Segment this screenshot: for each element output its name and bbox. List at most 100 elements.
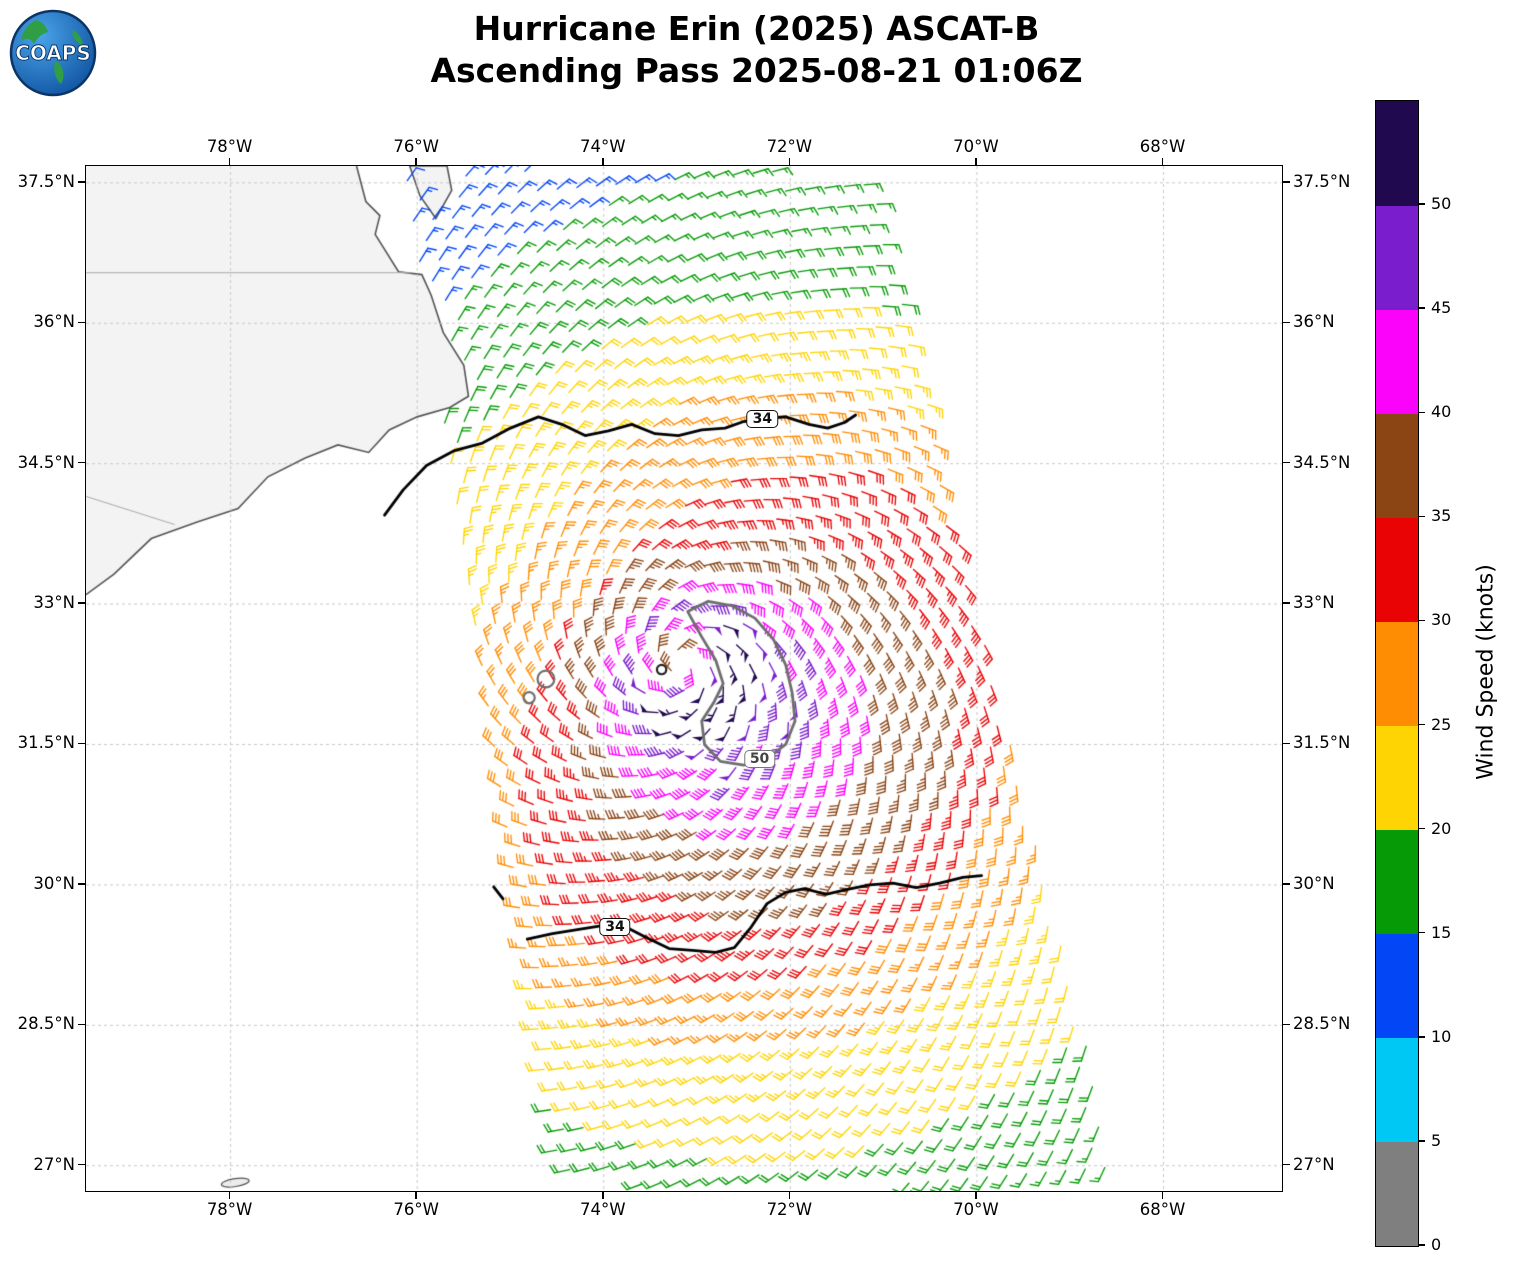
colorbar-tick-mark [1419, 827, 1425, 830]
colorbar [1375, 100, 1419, 1247]
colorbar-tick-mark [1419, 307, 1425, 309]
colorbar-segment [1376, 413, 1418, 518]
lon-tick-mark-bottom [1161, 1192, 1164, 1199]
colorbar-tick-label: 45 [1431, 298, 1452, 318]
lat-tick-mark-right [1283, 1023, 1290, 1026]
title-line-2: Ascending Pass 2025-08-21 01:06Z [430, 51, 1083, 90]
colorbar-tick-mark [1419, 203, 1425, 205]
lon-tick-label-top: 70°W [953, 137, 999, 156]
colorbar-tick-mark [1419, 1244, 1425, 1246]
lat-tick-label-right: 28.5°N [1293, 1014, 1351, 1034]
lat-tick-label-left: 36°N [33, 312, 75, 332]
contour-label-34: 34 [746, 409, 779, 428]
lon-tick-label-top: 74°W [579, 137, 626, 156]
colorbar-tick-label: 30 [1431, 610, 1452, 630]
colorbar-segment [1376, 205, 1418, 310]
lon-tick-mark-top [602, 158, 604, 165]
colorbar-axis-label: Wind Speed (knots) [1473, 564, 1499, 780]
title-line-1: Hurricane Erin (2025) ASCAT-B [473, 9, 1040, 48]
lat-tick-mark-left [78, 321, 85, 323]
lat-tick-mark-right [1283, 883, 1290, 885]
lat-tick-label-right: 34.5°N [1293, 452, 1351, 472]
colorbar-segment [1376, 309, 1418, 414]
colorbar-segment [1376, 1037, 1418, 1143]
lon-tick-mark-top [1161, 158, 1164, 165]
lon-tick-label-top: 72°W [766, 137, 813, 156]
colorbar-tick-mark [1419, 1140, 1425, 1142]
lat-tick-mark-left [78, 742, 85, 745]
lon-tick-mark-bottom [788, 1192, 791, 1199]
lon-tick-mark-bottom [975, 1192, 977, 1199]
lat-tick-mark-left [78, 181, 85, 183]
lat-tick-mark-right [1283, 1163, 1290, 1166]
colorbar-tick-label: 40 [1431, 402, 1452, 422]
coaps-logo: COAPS [9, 9, 97, 97]
lon-tick-mark-bottom [228, 1192, 231, 1199]
lat-tick-label-left: 31.5°N [17, 733, 75, 753]
colorbar-tick-mark [1419, 515, 1425, 518]
lat-tick-mark-right [1283, 321, 1290, 323]
lon-tick-label-bottom: 78°W [206, 1200, 253, 1219]
map-canvas [86, 166, 1282, 1191]
lat-tick-mark-left [78, 883, 85, 885]
lat-tick-label-right: 37.5°N [1293, 171, 1351, 191]
globe-continent-south [54, 62, 64, 84]
lat-tick-label-left: 33°N [33, 593, 75, 613]
contour-label-50: 50 [743, 749, 776, 768]
lon-tick-label-top: 68°W [1139, 137, 1186, 156]
logo-text: COAPS [15, 41, 91, 65]
lat-tick-label-right: 36°N [1293, 312, 1335, 332]
colorbar-segment [1376, 933, 1418, 1039]
lat-tick-mark-right [1283, 602, 1290, 604]
lat-tick-label-right: 30°N [1293, 873, 1335, 893]
lat-tick-label-left: 37.5°N [17, 171, 75, 191]
figure-title: Hurricane Erin (2025) ASCAT-B Ascending … [0, 8, 1513, 92]
lon-tick-mark-top [228, 158, 231, 165]
lat-tick-mark-left [78, 602, 85, 604]
colorbar-tick-label: 10 [1431, 1026, 1452, 1046]
lat-tick-label-left: 34.5°N [17, 452, 75, 472]
lat-tick-label-left: 30°N [33, 873, 75, 893]
colorbar-tick-label: 0 [1431, 1235, 1442, 1254]
lon-tick-mark-top [788, 158, 791, 165]
colorbar-tick-label: 50 [1431, 194, 1452, 214]
colorbar-tick-mark [1419, 931, 1425, 934]
colorbar-tick-mark [1419, 1036, 1425, 1038]
lon-tick-mark-top [415, 158, 417, 165]
colorbar-segment [1376, 101, 1418, 206]
globe-continent-east [72, 30, 83, 47]
globe-continent-north [21, 20, 48, 44]
lat-tick-label-left: 28.5°N [17, 1014, 75, 1034]
lon-tick-label-top: 78°W [206, 137, 253, 156]
colorbar-tick-mark [1419, 723, 1425, 726]
colorbar-segment [1376, 517, 1418, 622]
lat-tick-mark-right [1283, 181, 1290, 183]
colorbar-tick-label: 25 [1431, 714, 1452, 734]
lon-tick-mark-bottom [602, 1192, 604, 1199]
lon-tick-label-bottom: 70°W [953, 1200, 999, 1219]
colorbar-segment [1376, 829, 1418, 935]
colorbar-tick-label: 35 [1431, 506, 1452, 526]
lat-tick-mark-left [78, 1023, 85, 1026]
lat-tick-mark-left [78, 461, 85, 464]
lat-tick-mark-right [1283, 461, 1290, 464]
lat-tick-mark-right [1283, 742, 1290, 745]
lat-tick-label-right: 31.5°N [1293, 733, 1351, 753]
colorbar-tick-label: 15 [1431, 922, 1452, 942]
lon-tick-label-bottom: 74°W [579, 1200, 626, 1219]
colorbar-segment [1376, 621, 1418, 727]
map-plot: 34 34 50 [85, 165, 1283, 1192]
lon-tick-label-top: 76°W [393, 137, 439, 156]
colorbar-tick-mark [1419, 411, 1425, 414]
lon-tick-label-bottom: 72°W [766, 1200, 813, 1219]
lat-tick-label-left: 27°N [33, 1154, 75, 1174]
colorbar-tick-label: 5 [1431, 1130, 1442, 1150]
contour-label-34: 34 [599, 918, 631, 937]
colorbar-tick-label: 20 [1431, 818, 1452, 838]
colorbar-segment [1376, 725, 1418, 831]
lat-tick-mark-left [78, 1163, 85, 1166]
colorbar-segment [1376, 1141, 1418, 1247]
lon-tick-label-bottom: 68°W [1139, 1200, 1186, 1219]
lon-tick-mark-top [975, 158, 977, 165]
